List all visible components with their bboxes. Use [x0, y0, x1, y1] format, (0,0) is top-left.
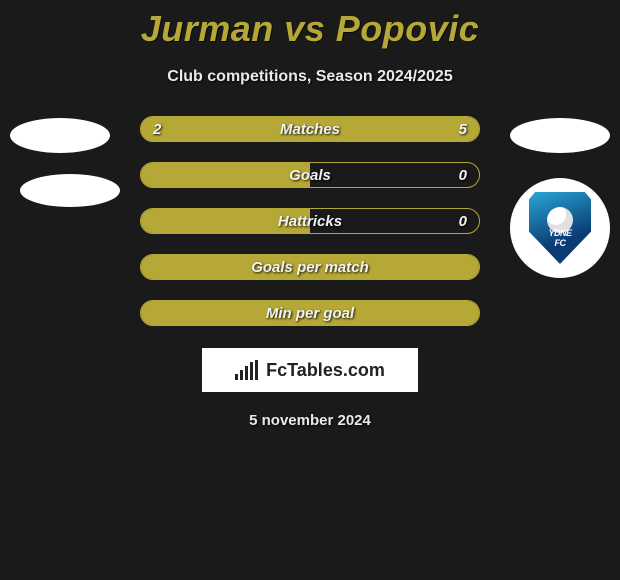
page-subtitle: Club competitions, Season 2024/2025 — [0, 68, 620, 86]
fctables-logo: FcTables.com — [202, 348, 418, 392]
bar-goals: Goals 0 — [140, 162, 480, 188]
logo-text: FcTables.com — [266, 360, 385, 381]
bar-fill-left — [141, 209, 310, 233]
bar-fill-left — [141, 117, 238, 141]
chart-icon — [235, 360, 258, 380]
bar-hattricks: Hattricks 0 — [140, 208, 480, 234]
team-crest-shield: YDNEFC — [529, 192, 591, 264]
bar-value-right: 0 — [459, 163, 467, 187]
team-crest: YDNEFC — [510, 178, 610, 278]
page-title: Jurman vs Popovic — [0, 0, 620, 50]
comparison-bars: 2 Matches 5 Goals 0 Hattricks 0 Goals pe… — [140, 116, 480, 326]
bar-value-right: 0 — [459, 209, 467, 233]
team-crest-label: YDNEFC — [529, 228, 591, 248]
player-left-shape-1 — [10, 118, 110, 153]
bar-matches: 2 Matches 5 — [140, 116, 480, 142]
bar-fill-right — [238, 117, 479, 141]
player-left-shape-2 — [20, 174, 120, 207]
date-label: 5 november 2024 — [0, 412, 620, 429]
bar-fill-left — [141, 163, 310, 187]
bar-fill-left — [141, 255, 479, 279]
bar-goals-per-match: Goals per match — [140, 254, 480, 280]
player-right-shape-1 — [510, 118, 610, 153]
bar-min-per-goal: Min per goal — [140, 300, 480, 326]
bar-fill-left — [141, 301, 479, 325]
